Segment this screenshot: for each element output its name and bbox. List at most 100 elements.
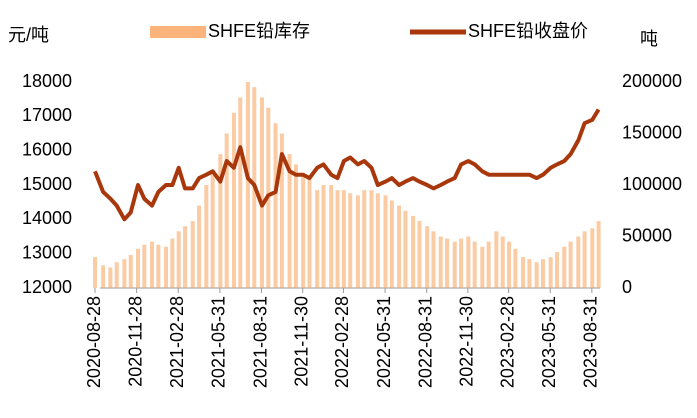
bar (355, 195, 360, 288)
bar (210, 169, 215, 288)
x-tick-label: 2021-08-31 (250, 296, 270, 388)
x-tick-label: 2021-02-28 (167, 296, 187, 388)
y2-tick-label: 50000 (622, 225, 672, 245)
bar (555, 251, 560, 288)
x-tick-label: 2021-11-30 (291, 296, 311, 387)
y-tick-label: 18000 (22, 71, 72, 91)
bar (273, 123, 278, 288)
bar (307, 179, 312, 288)
bar (293, 164, 298, 288)
bar (321, 185, 326, 288)
bar (534, 262, 539, 288)
bar (135, 248, 140, 288)
bar (301, 174, 306, 288)
y-tick-label: 12000 (22, 277, 72, 297)
bar (362, 190, 367, 288)
bar (231, 112, 236, 289)
bar (101, 265, 106, 288)
bar (93, 257, 97, 288)
y-tick-label: 15000 (22, 174, 72, 194)
y-tick-label: 13000 (22, 242, 72, 262)
bar (183, 226, 188, 288)
bar (548, 257, 553, 288)
bar (142, 244, 147, 288)
bar (486, 241, 491, 288)
bar (114, 262, 119, 288)
bar (224, 133, 229, 288)
x-tick-label: 2022-02-28 (332, 296, 352, 388)
legend-swatch (150, 26, 206, 38)
bar (582, 231, 587, 288)
bar (238, 97, 243, 288)
bar (596, 221, 601, 288)
bar (527, 259, 532, 288)
bar (540, 259, 545, 288)
x-tick-label: 2023-08-31 (581, 296, 601, 388)
y2-tick-label: 100000 (622, 174, 682, 194)
y2-tick-label: 200000 (622, 71, 682, 91)
bar (568, 241, 573, 288)
legend-label: SHFE铅收盘价 (468, 21, 588, 41)
bar (521, 257, 526, 288)
bar (466, 236, 471, 288)
bar (287, 154, 292, 288)
bar (425, 226, 430, 288)
bar (438, 236, 443, 288)
x-tick-label: 2023-02-28 (497, 296, 517, 388)
bar (445, 238, 450, 288)
x-tick-label: 2020-08-28 (84, 296, 104, 388)
bar (369, 190, 374, 288)
x-tick-label: 2021-05-31 (209, 296, 229, 388)
y2-tick-label: 150000 (622, 122, 682, 142)
bar (472, 241, 477, 288)
y2-axis-label: 吨 (640, 29, 658, 49)
bar (431, 231, 436, 288)
bar (245, 82, 250, 288)
bar (197, 205, 202, 288)
bar (218, 154, 223, 288)
x-tick-label: 2023-05-31 (539, 296, 559, 388)
x-tick-label: 2022-05-31 (374, 296, 394, 388)
bar (383, 195, 388, 288)
bar (500, 236, 505, 288)
bar (259, 97, 264, 288)
bar (164, 246, 169, 288)
bar (108, 267, 113, 288)
bar (417, 221, 422, 288)
x-tick-label: 2022-08-31 (415, 296, 435, 388)
bar (452, 241, 457, 288)
y-axis-label: 元/吨 (8, 25, 49, 45)
x-tick-label: 2022-11-30 (457, 296, 477, 387)
y-tick-label: 17000 (22, 105, 72, 125)
bar (190, 221, 195, 288)
bar (176, 231, 181, 288)
bar (403, 210, 408, 288)
bar (389, 200, 394, 288)
bar (335, 190, 340, 288)
legend-label: SHFE铅库存 (208, 21, 310, 41)
bar (204, 185, 209, 288)
y2-tick-label: 0 (622, 277, 632, 297)
bar (507, 241, 512, 288)
bar (397, 205, 402, 288)
bar (150, 241, 155, 288)
bar (315, 190, 320, 288)
bar (576, 236, 581, 288)
bar (411, 215, 416, 288)
bar (480, 246, 485, 288)
price-line (93, 108, 601, 222)
x-tick-label: 2020-11-28 (125, 296, 145, 387)
bar (494, 231, 499, 288)
bar (341, 190, 346, 288)
bar (375, 193, 380, 288)
bar (459, 238, 464, 288)
y-tick-label: 16000 (22, 139, 72, 159)
bar (170, 238, 175, 288)
bar (128, 255, 133, 288)
bar (562, 246, 567, 288)
y-tick-label: 14000 (22, 208, 72, 228)
bar (279, 133, 284, 288)
bar (513, 248, 518, 288)
bar (156, 244, 161, 288)
